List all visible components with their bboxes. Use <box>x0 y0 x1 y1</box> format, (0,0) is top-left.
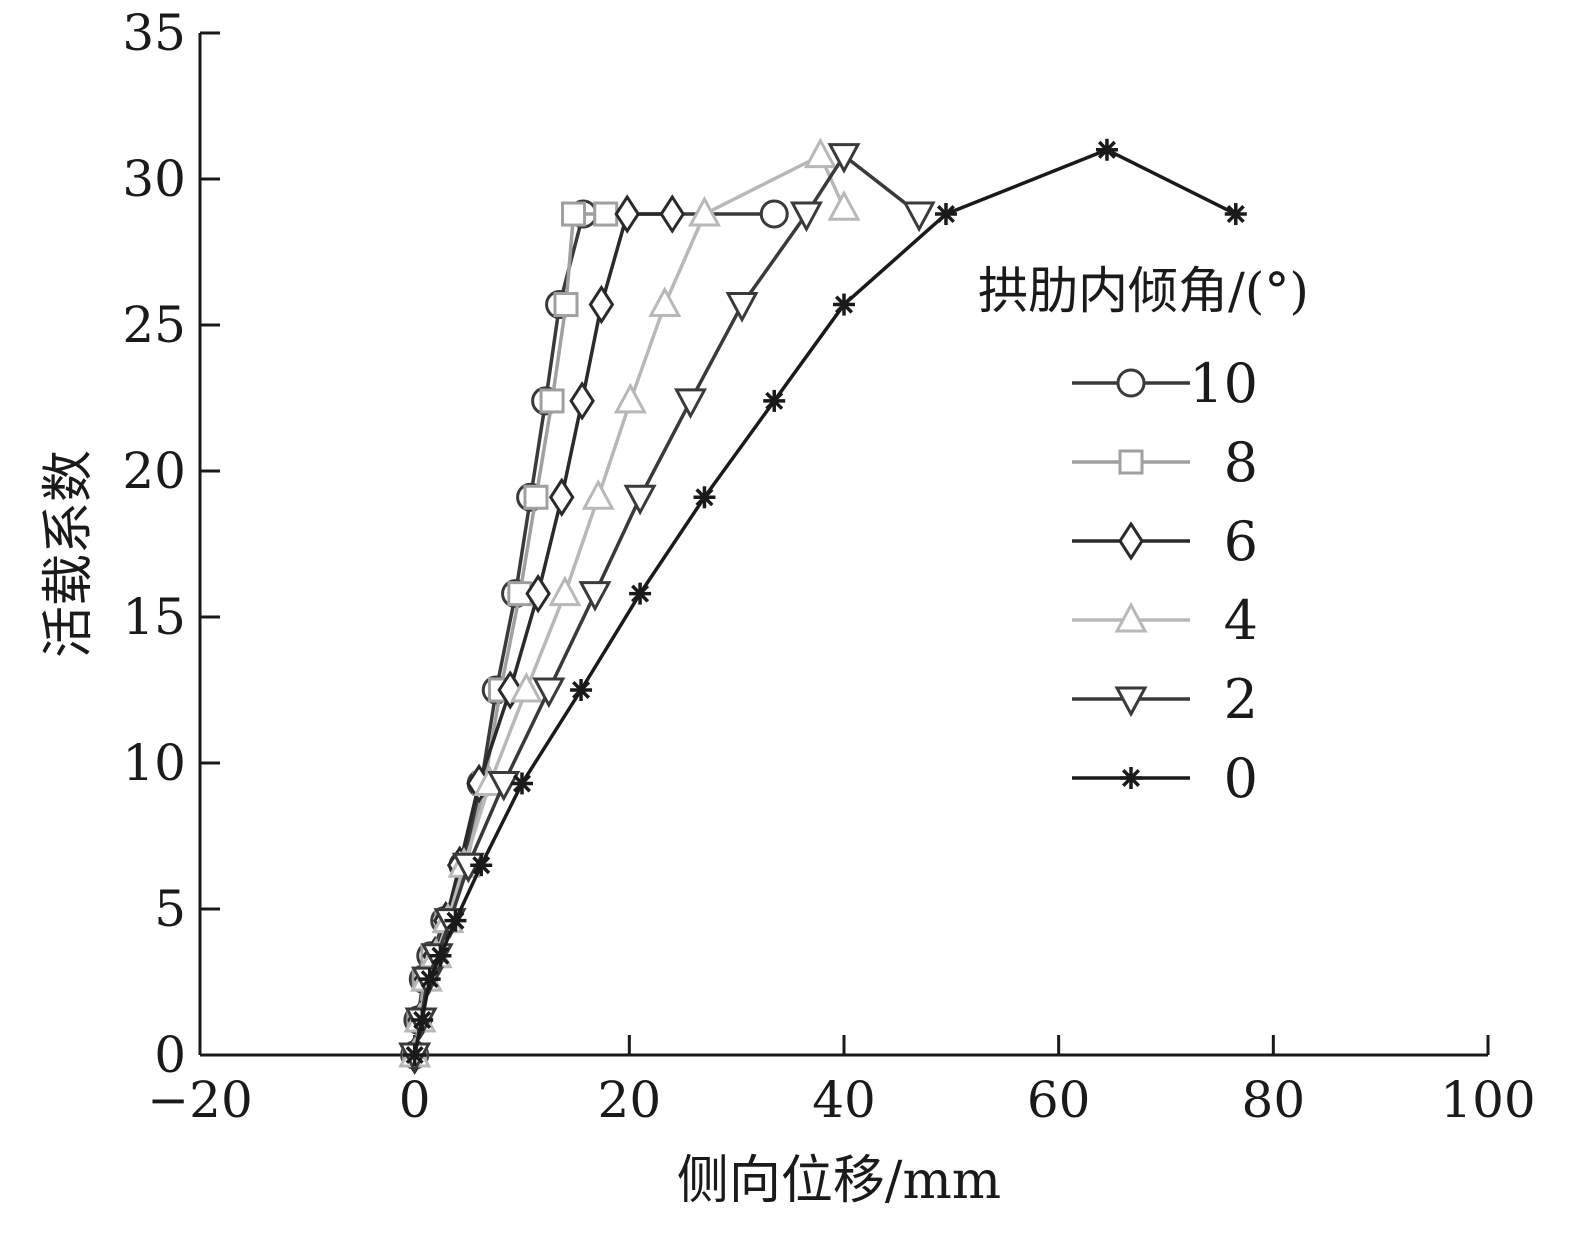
data-point-4 <box>548 575 582 607</box>
data-point-4 <box>687 195 721 227</box>
data-point-6 <box>525 573 551 614</box>
y-tick-label: 15 <box>122 588 186 646</box>
data-point-0 <box>570 679 593 701</box>
plot-area <box>398 137 1247 1075</box>
data-point-4 <box>509 671 543 703</box>
data-point-6 <box>548 477 575 518</box>
series-4 <box>398 137 861 1068</box>
data-point-0 <box>411 1008 434 1031</box>
data-point-2 <box>623 484 657 516</box>
data-point-0 <box>429 944 452 967</box>
data-point-0 <box>1224 203 1247 226</box>
legend-marker <box>1114 686 1148 718</box>
series-2 <box>398 143 936 1074</box>
legend-label: 2 <box>1224 668 1258 731</box>
x-tick-label: 40 <box>812 1071 876 1129</box>
legend-item-6: 6 <box>1072 510 1258 573</box>
data-point-0 <box>444 909 467 932</box>
data-point-4 <box>648 286 682 318</box>
legend-label: 4 <box>1224 589 1258 652</box>
data-point-2 <box>532 677 566 709</box>
y-tick-label: 25 <box>122 296 186 354</box>
legend-marker <box>1118 521 1144 561</box>
y-tick-label: 20 <box>122 442 186 500</box>
data-point-0 <box>833 293 855 316</box>
data-point-6 <box>614 194 640 234</box>
legend-label: 0 <box>1224 747 1258 810</box>
data-point-4 <box>827 190 861 221</box>
legend-item-8: 8 <box>1072 431 1258 494</box>
series-8 <box>402 201 619 1068</box>
legend-title: 拱肋内倾角/(°) <box>978 262 1309 320</box>
y-tick-label: 0 <box>154 1026 186 1084</box>
data-point-8 <box>539 388 565 414</box>
data-point-10 <box>759 199 789 229</box>
data-point-0 <box>693 486 716 509</box>
data-point-2 <box>487 770 521 802</box>
y-tick-label: 10 <box>122 734 186 792</box>
data-point-2 <box>789 201 823 233</box>
data-point-6 <box>588 284 615 325</box>
data-point-0 <box>470 854 493 877</box>
data-point-8 <box>523 484 549 510</box>
data-point-0 <box>629 582 652 605</box>
series-line-4 <box>412 153 846 1056</box>
y-tick-label: 35 <box>122 4 186 62</box>
legend-marker <box>1118 449 1144 475</box>
data-point-0 <box>403 1044 426 1066</box>
legend-label: 8 <box>1224 431 1258 494</box>
y-tick-label: 30 <box>122 150 186 208</box>
legend-item-4: 4 <box>1072 589 1258 652</box>
legend-marker <box>1114 601 1148 633</box>
data-point-4 <box>613 382 647 414</box>
data-point-2 <box>902 201 936 233</box>
x-tick-label: 80 <box>1242 1071 1306 1129</box>
data-point-0 <box>418 968 441 991</box>
x-tick-label: 60 <box>1027 1071 1091 1129</box>
data-point-0 <box>934 203 957 226</box>
legend-item-2: 2 <box>1072 668 1258 731</box>
data-point-0 <box>763 389 786 412</box>
legend-label: 6 <box>1224 510 1258 573</box>
x-tick-label: 20 <box>598 1071 662 1129</box>
data-point-2 <box>725 292 759 323</box>
x-tick-label: −20 <box>147 1071 253 1129</box>
data-point-8 <box>593 201 619 227</box>
legend-marker <box>1116 368 1146 398</box>
data-point-6 <box>659 194 686 234</box>
data-point-2 <box>674 388 708 420</box>
legend-item-10: 10 <box>1072 352 1258 415</box>
x-tick-label: 0 <box>399 1071 431 1129</box>
y-axis-title: 活载系数 <box>39 450 99 658</box>
data-point-2 <box>578 581 612 612</box>
data-point-6 <box>569 381 595 421</box>
data-point-0 <box>1095 138 1118 161</box>
data-point-6 <box>497 670 523 710</box>
data-point-4 <box>803 137 837 169</box>
x-tick-label: 100 <box>1440 1071 1535 1129</box>
legend: 拱肋内倾角/(°) 10 8 6 4 2 0 <box>978 262 1309 810</box>
data-point-2 <box>827 143 861 174</box>
legend-item-0: 0 <box>1072 747 1258 810</box>
data-point-0 <box>511 772 533 795</box>
legend-marker <box>1120 767 1142 789</box>
legend-label: 10 <box>1189 352 1258 415</box>
y-tick-label: 5 <box>154 880 186 938</box>
series-0 <box>403 138 1247 1066</box>
data-point-8 <box>553 292 579 318</box>
x-axis-title: 侧向位移/mm <box>677 1151 1001 1211</box>
data-point-4 <box>581 479 615 510</box>
data-point-8 <box>561 201 587 227</box>
